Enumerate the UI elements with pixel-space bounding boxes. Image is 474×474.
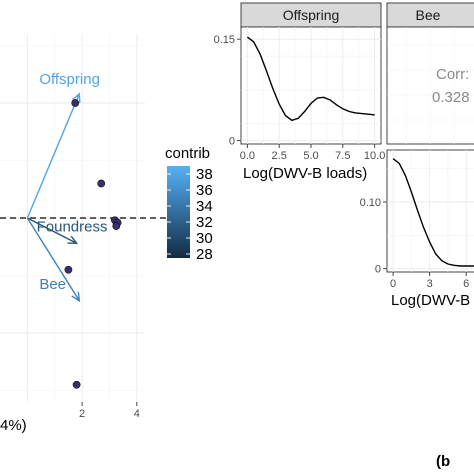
biplot-x-tick-label: 2 xyxy=(79,408,85,420)
offspring-density-panel: Offspring 0.0 2.5 5.0 7.5 10.0 0 0.15 Log(DWV-… xyxy=(214,2,386,182)
x-tick-label: 3 xyxy=(427,278,433,290)
offspring-grid xyxy=(241,27,381,144)
bee-strip xyxy=(386,2,474,28)
x-tick-label: 2.5 xyxy=(272,150,287,162)
colorbar-gradient xyxy=(167,166,190,258)
offspring-strip-label: Offspring xyxy=(283,7,340,23)
bee-correlation-panel: Bee Corr: 0.328 xyxy=(386,2,474,145)
x-tick-label: 5.0 xyxy=(303,150,318,162)
x-tick-label: 0.0 xyxy=(240,150,255,162)
data-point xyxy=(64,265,73,274)
colorbar-title: contrib xyxy=(165,145,210,162)
vector-arrowhead-bee xyxy=(71,291,81,303)
biplot-points xyxy=(64,99,122,389)
vector-label-bee: Bee xyxy=(39,276,66,293)
data-point xyxy=(97,179,106,188)
vector-label-foundress: Foundress xyxy=(37,218,108,235)
vector-arrow-bee xyxy=(26,217,80,302)
vector-arrow-offspring xyxy=(26,93,80,219)
y-tick-label: 0.10 xyxy=(360,197,381,209)
colorbar-tick-label: 30 xyxy=(196,230,213,247)
y-tick-label: 0.15 xyxy=(214,34,235,46)
biplot-x-axis-label: 4%) xyxy=(0,417,27,434)
bee-x-axis-label: Log(DWV-B xyxy=(391,292,470,309)
correlation-grid xyxy=(387,27,474,144)
bee-strip-label: Bee xyxy=(416,7,441,23)
bee-density-panel: 0 3 6 0 0.10 Log(DWV-B xyxy=(360,149,474,309)
data-point xyxy=(112,222,121,230)
bee-density-grid xyxy=(387,150,474,272)
biplot-x-tick-label: 4 xyxy=(134,408,140,420)
offspring-ticks: 0.0 2.5 5.0 7.5 10.0 0 0.15 xyxy=(214,34,386,162)
data-point xyxy=(72,380,81,389)
offspring-x-axis-label: Log(DWV-B loads) xyxy=(243,165,367,182)
colorbar-tick-label: 32 xyxy=(196,214,213,231)
biplot-vectors: Offspring Foundress Bee xyxy=(26,71,108,303)
bee-density-line xyxy=(392,158,474,267)
x-tick-label: 6 xyxy=(463,278,469,290)
bee-density-ticks: 0 3 6 0 0.10 xyxy=(360,197,470,290)
bee-density-bg xyxy=(386,149,474,273)
bee-correlation-bg xyxy=(386,26,474,145)
x-tick-label: 10.0 xyxy=(364,150,385,162)
x-tick-label: 0 xyxy=(390,278,396,290)
correlation-label: Corr: xyxy=(436,66,469,83)
offspring-density-line xyxy=(246,36,375,122)
colorbar-tick-label: 34 xyxy=(196,198,213,215)
vector-label-offspring: Offspring xyxy=(39,71,100,88)
colorbar-tick-label: 28 xyxy=(196,246,213,263)
y-tick-label: 0 xyxy=(229,136,235,148)
data-point xyxy=(71,99,80,107)
y-tick-label: 0 xyxy=(375,264,381,276)
x-tick-label: 7.5 xyxy=(335,150,350,162)
vector-arrow-foundress xyxy=(27,217,77,244)
vector-arrowhead-foundress xyxy=(67,235,79,245)
vector-arrowhead-offspring xyxy=(72,92,81,103)
correlation-value: 0.328 xyxy=(432,89,470,106)
colorbar-tick-label: 38 xyxy=(196,166,213,183)
colorbar-tick-label: 36 xyxy=(196,182,213,199)
panel-tag: (b xyxy=(436,453,450,470)
